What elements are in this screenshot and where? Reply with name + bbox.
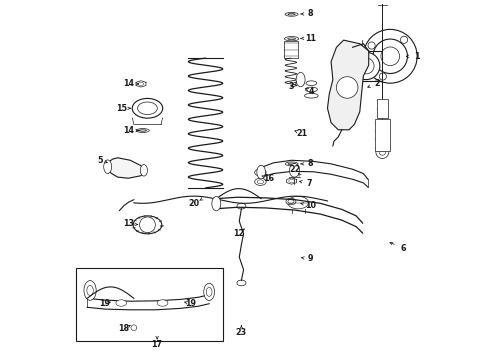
Circle shape bbox=[131, 325, 137, 330]
Text: 3: 3 bbox=[289, 82, 294, 91]
Text: 11: 11 bbox=[305, 34, 316, 43]
Ellipse shape bbox=[87, 285, 93, 296]
Text: 14: 14 bbox=[123, 126, 134, 135]
Ellipse shape bbox=[304, 93, 318, 98]
Text: 13: 13 bbox=[123, 219, 134, 228]
Circle shape bbox=[337, 77, 358, 98]
Ellipse shape bbox=[288, 199, 294, 203]
Text: 12: 12 bbox=[233, 229, 244, 238]
Ellipse shape bbox=[138, 102, 157, 114]
Text: 22: 22 bbox=[290, 165, 301, 174]
Ellipse shape bbox=[257, 171, 264, 175]
Circle shape bbox=[379, 73, 387, 80]
Text: 7: 7 bbox=[307, 179, 312, 188]
Ellipse shape bbox=[133, 216, 162, 234]
Circle shape bbox=[379, 149, 386, 155]
Polygon shape bbox=[327, 40, 368, 130]
Ellipse shape bbox=[288, 163, 295, 165]
Ellipse shape bbox=[206, 287, 212, 296]
Circle shape bbox=[364, 30, 417, 83]
Ellipse shape bbox=[306, 81, 317, 86]
Ellipse shape bbox=[255, 178, 266, 185]
Ellipse shape bbox=[285, 12, 298, 16]
Circle shape bbox=[358, 58, 374, 74]
Text: 17: 17 bbox=[151, 341, 163, 350]
Circle shape bbox=[353, 52, 380, 80]
Text: 18: 18 bbox=[118, 324, 129, 333]
Ellipse shape bbox=[237, 203, 246, 209]
Circle shape bbox=[140, 217, 155, 233]
Ellipse shape bbox=[289, 180, 294, 183]
Ellipse shape bbox=[237, 280, 246, 286]
Ellipse shape bbox=[257, 180, 264, 184]
Text: 5: 5 bbox=[97, 156, 102, 165]
Bar bbox=[375, 119, 390, 151]
Circle shape bbox=[376, 145, 389, 158]
Ellipse shape bbox=[136, 129, 149, 132]
Ellipse shape bbox=[132, 98, 163, 118]
Circle shape bbox=[373, 39, 408, 73]
Ellipse shape bbox=[285, 37, 299, 41]
Polygon shape bbox=[107, 158, 145, 178]
Text: 2: 2 bbox=[375, 79, 381, 88]
Circle shape bbox=[381, 47, 399, 66]
Text: 1: 1 bbox=[414, 52, 419, 61]
Ellipse shape bbox=[138, 82, 144, 85]
Ellipse shape bbox=[130, 325, 138, 330]
Ellipse shape bbox=[305, 87, 318, 92]
Ellipse shape bbox=[104, 160, 112, 174]
Text: 10: 10 bbox=[305, 201, 316, 210]
Text: 8: 8 bbox=[307, 9, 313, 18]
Text: 19: 19 bbox=[99, 299, 110, 308]
Ellipse shape bbox=[288, 38, 295, 40]
Ellipse shape bbox=[157, 300, 168, 306]
Ellipse shape bbox=[126, 322, 142, 333]
Text: 20: 20 bbox=[189, 199, 199, 208]
Text: 21: 21 bbox=[296, 129, 307, 138]
Text: 15: 15 bbox=[116, 104, 127, 113]
Text: 14: 14 bbox=[123, 80, 134, 89]
Ellipse shape bbox=[140, 165, 147, 176]
Ellipse shape bbox=[296, 72, 305, 87]
Ellipse shape bbox=[255, 169, 266, 176]
Bar bbox=[377, 99, 388, 118]
Bar bbox=[284, 41, 298, 58]
Text: 16: 16 bbox=[263, 174, 274, 183]
Text: 6: 6 bbox=[400, 244, 406, 253]
Circle shape bbox=[400, 36, 408, 44]
Ellipse shape bbox=[290, 163, 299, 177]
Text: 8: 8 bbox=[307, 159, 313, 168]
Bar bbox=[76, 268, 223, 341]
Ellipse shape bbox=[204, 283, 215, 301]
Text: 19: 19 bbox=[185, 299, 196, 308]
Ellipse shape bbox=[286, 198, 296, 205]
Text: 4: 4 bbox=[309, 86, 314, 95]
Ellipse shape bbox=[288, 196, 309, 209]
Ellipse shape bbox=[84, 280, 96, 300]
Text: 9: 9 bbox=[308, 255, 313, 264]
Ellipse shape bbox=[139, 130, 147, 131]
Ellipse shape bbox=[285, 162, 298, 166]
Circle shape bbox=[368, 42, 375, 49]
Text: 23: 23 bbox=[236, 328, 247, 337]
Ellipse shape bbox=[288, 14, 295, 15]
Ellipse shape bbox=[257, 165, 266, 179]
Ellipse shape bbox=[116, 300, 126, 306]
Ellipse shape bbox=[212, 197, 221, 211]
